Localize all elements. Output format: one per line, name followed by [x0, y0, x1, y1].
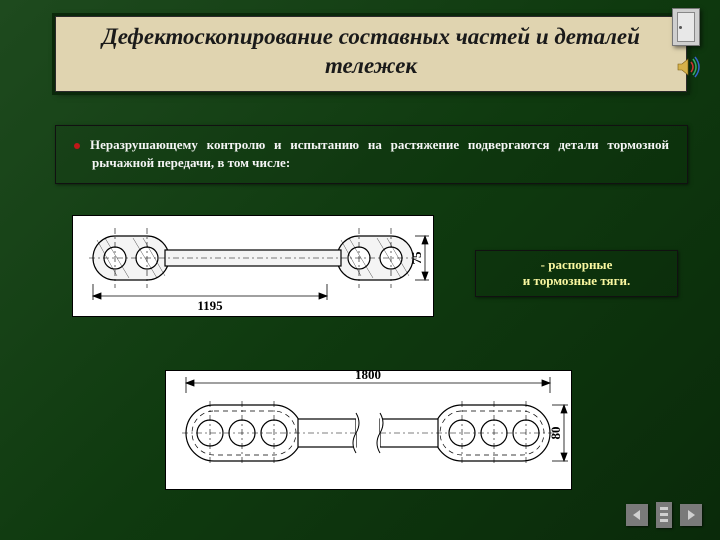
dw1-height: 75 [409, 251, 424, 265]
caption-text: - распорные и тормозные тяги. [484, 257, 669, 290]
caption-box: - распорные и тормозные тяги. [475, 250, 678, 297]
menu-button[interactable] [656, 502, 672, 528]
technical-drawing-1: 1195 75 [72, 215, 434, 317]
prev-button[interactable] [626, 504, 648, 526]
body-text-box: Неразрушающему контролю и испытанию на р… [55, 125, 688, 184]
caption-line2: и тормозные тяги. [523, 273, 630, 288]
body-bullet-item: Неразрушающему контролю и испытанию на р… [74, 136, 669, 171]
slide: Дефектоскопирование составных частей и д… [0, 0, 720, 540]
bullet-icon [74, 143, 80, 149]
body-text: Неразрушающему контролю и испытанию на р… [90, 137, 669, 170]
dw2-height: 80 [548, 427, 563, 440]
sound-icon[interactable] [676, 56, 700, 78]
caption-line1: - распорные [541, 257, 613, 272]
technical-drawing-2: 1800 [165, 370, 572, 490]
title-box: Дефектоскопирование составных частей и д… [55, 16, 687, 92]
nav-controls [626, 502, 702, 528]
slide-title: Дефектоскопирование составных частей и д… [76, 23, 666, 81]
next-button[interactable] [680, 504, 702, 526]
dw2-length: 1800 [355, 371, 381, 382]
door-icon[interactable] [672, 8, 700, 46]
dw1-length: 1195 [197, 298, 223, 313]
